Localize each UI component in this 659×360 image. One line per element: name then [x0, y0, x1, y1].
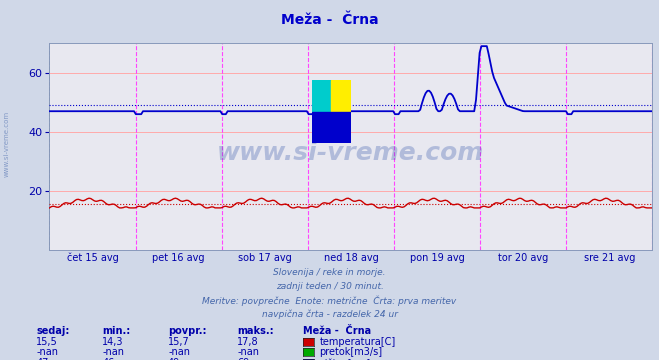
- Text: maks.:: maks.:: [237, 326, 274, 336]
- Text: 15,7: 15,7: [168, 337, 190, 347]
- Text: 14,3: 14,3: [102, 337, 124, 347]
- Text: Slovenija / reke in morje.: Slovenija / reke in morje.: [273, 268, 386, 277]
- Text: pretok[m3/s]: pretok[m3/s]: [320, 347, 383, 357]
- Bar: [312, 81, 331, 112]
- Text: -nan: -nan: [36, 347, 58, 357]
- Text: zadnji teden / 30 minut.: zadnji teden / 30 minut.: [275, 282, 384, 291]
- Text: -nan: -nan: [237, 347, 259, 357]
- Text: sedaj:: sedaj:: [36, 326, 70, 336]
- Text: 17,8: 17,8: [237, 337, 259, 347]
- Text: višina[cm]: višina[cm]: [320, 358, 371, 360]
- Text: 69: 69: [237, 358, 250, 360]
- Text: -nan: -nan: [102, 347, 124, 357]
- Text: temperatura[C]: temperatura[C]: [320, 337, 396, 347]
- Text: www.si-vreme.com: www.si-vreme.com: [3, 111, 10, 177]
- Bar: [312, 112, 351, 143]
- Text: Meritve: povprečne  Enote: metrične  Črta: prva meritev: Meritve: povprečne Enote: metrične Črta:…: [202, 296, 457, 306]
- Text: povpr.:: povpr.:: [168, 326, 206, 336]
- Text: 15,5: 15,5: [36, 337, 58, 347]
- Text: Meža -  Črna: Meža - Črna: [281, 13, 378, 27]
- Text: 47: 47: [36, 358, 49, 360]
- Text: min.:: min.:: [102, 326, 130, 336]
- Text: -nan: -nan: [168, 347, 190, 357]
- Bar: [331, 81, 351, 112]
- Text: navpična črta - razdelek 24 ur: navpična črta - razdelek 24 ur: [262, 309, 397, 319]
- Text: 46: 46: [102, 358, 115, 360]
- Text: Meža -  Črna: Meža - Črna: [303, 326, 371, 336]
- Text: 49: 49: [168, 358, 181, 360]
- Text: www.si-vreme.com: www.si-vreme.com: [217, 141, 484, 165]
